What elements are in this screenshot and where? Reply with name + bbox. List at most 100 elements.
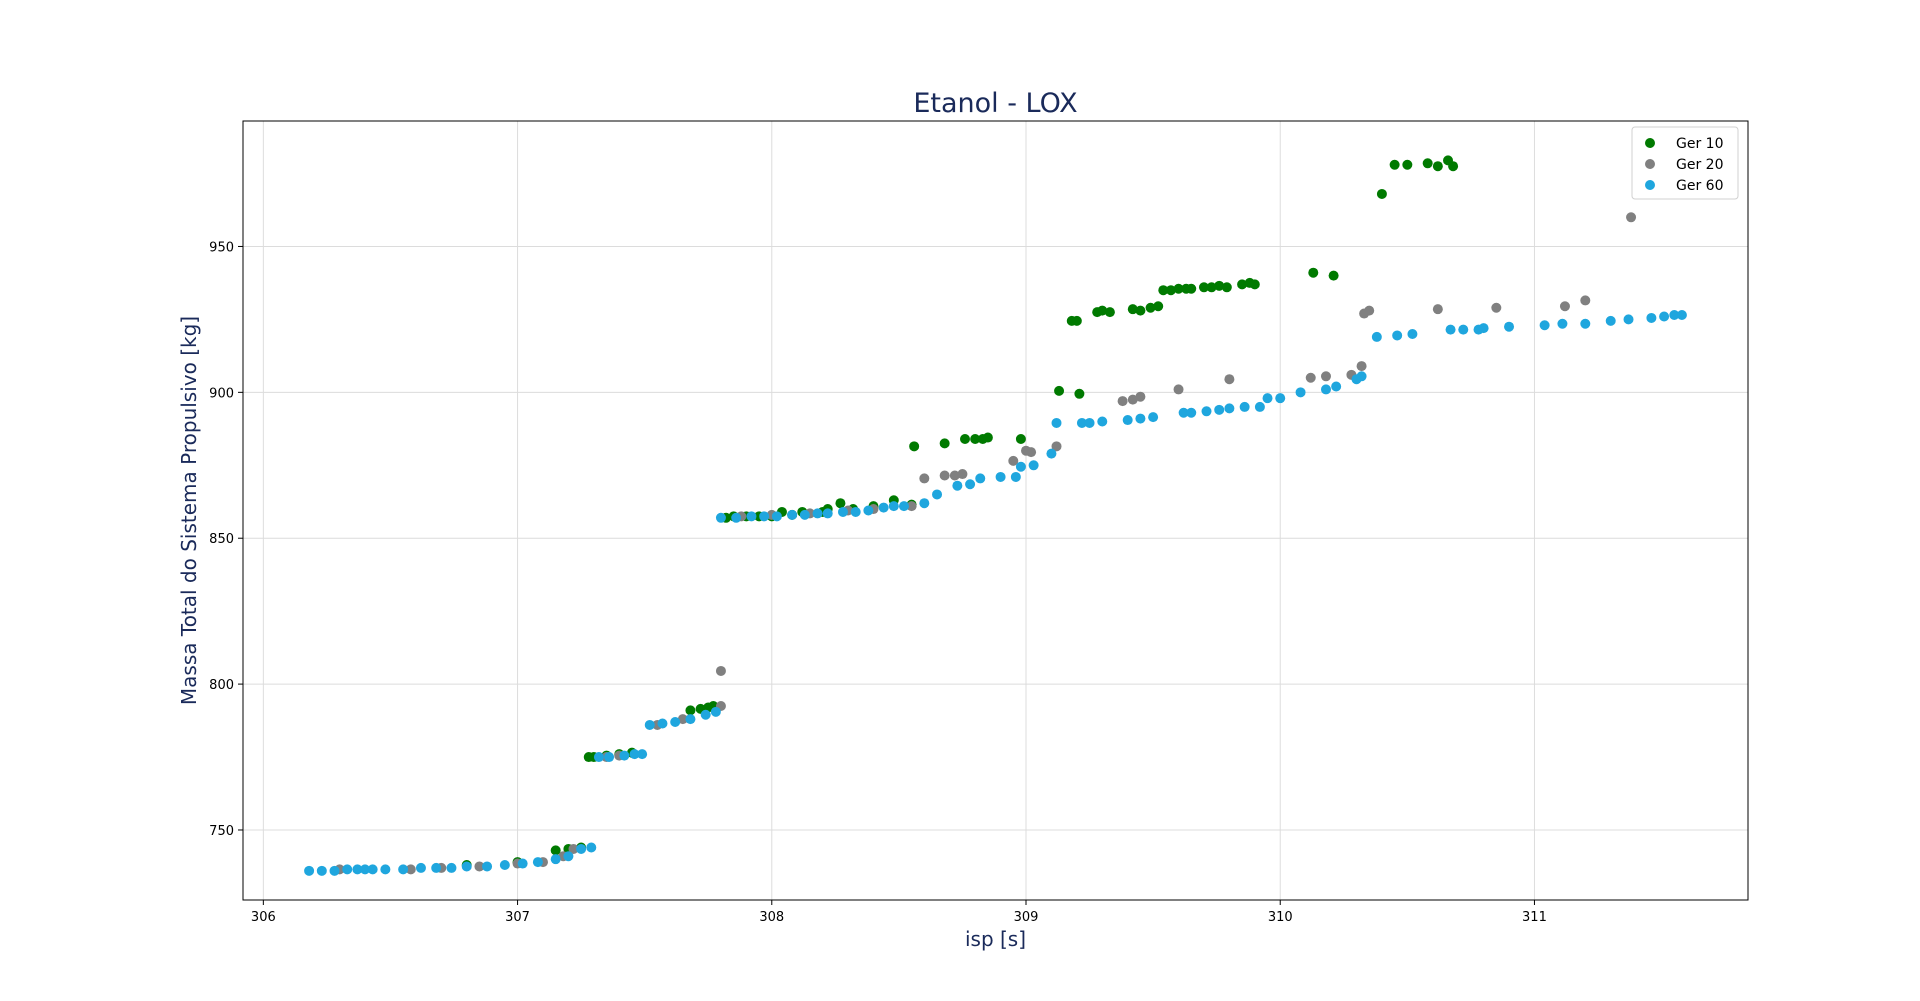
data-point	[1127, 394, 1138, 405]
data-point	[415, 862, 426, 873]
data-point	[1580, 295, 1591, 306]
grid-lines	[243, 121, 1748, 900]
y-tick-label: 950	[209, 240, 234, 255]
data-point	[677, 714, 688, 725]
legend-label: Ger 60	[1676, 178, 1723, 194]
data-point	[1320, 384, 1331, 395]
data-point	[550, 845, 561, 856]
data-point	[1580, 318, 1591, 329]
data-point	[1237, 279, 1248, 290]
data-point	[919, 473, 930, 484]
data-point	[629, 749, 640, 760]
data-point	[1275, 393, 1286, 404]
y-tick-label: 750	[209, 824, 234, 839]
data-point	[1178, 407, 1189, 418]
data-point	[1153, 301, 1164, 312]
data-point	[593, 752, 604, 763]
data-point	[1539, 320, 1550, 331]
data-point	[1051, 417, 1062, 428]
legend: Ger 10 Ger 20 Ger 60	[1631, 126, 1739, 200]
data-point	[367, 864, 378, 875]
data-point	[1097, 305, 1108, 316]
data-point	[1491, 302, 1502, 313]
data-point	[685, 714, 696, 725]
data-point	[1104, 307, 1115, 318]
data-point	[1249, 279, 1260, 290]
data-point	[888, 501, 899, 512]
data-point	[731, 512, 742, 523]
data-point	[360, 864, 371, 875]
data-point	[1165, 285, 1176, 296]
data-point	[1214, 280, 1225, 291]
data-point	[1054, 385, 1065, 396]
data-point	[316, 865, 327, 876]
data-point	[431, 862, 442, 873]
data-point	[685, 705, 696, 716]
data-point	[1422, 158, 1433, 169]
data-point	[939, 438, 950, 449]
data-points	[304, 155, 1687, 876]
data-point	[1432, 304, 1443, 315]
data-point	[1320, 371, 1331, 382]
series-2	[334, 212, 1637, 875]
data-point	[863, 505, 874, 516]
data-point	[1605, 315, 1616, 326]
data-point	[1389, 159, 1400, 170]
y-tick-label: 900	[209, 386, 234, 401]
data-point	[1448, 161, 1459, 172]
data-point	[474, 861, 485, 872]
data-point	[586, 842, 597, 853]
data-point	[482, 861, 493, 872]
data-point	[1328, 270, 1339, 281]
x-tick-label: 308	[759, 910, 784, 925]
data-point	[822, 508, 833, 519]
data-point	[837, 506, 848, 517]
data-point	[909, 441, 920, 452]
data-point	[812, 508, 823, 519]
x-axis-label: isp [s]	[965, 927, 1026, 951]
data-point	[1135, 413, 1146, 424]
data-point	[1331, 381, 1342, 392]
data-point	[970, 434, 981, 445]
data-point	[1224, 374, 1235, 385]
series-1	[461, 155, 1459, 870]
data-point	[771, 511, 782, 522]
data-point	[759, 511, 770, 522]
data-point	[959, 434, 970, 445]
data-point	[1097, 416, 1108, 427]
data-point	[965, 479, 976, 490]
data-point	[1239, 401, 1250, 412]
data-point	[906, 501, 917, 512]
data-point	[995, 471, 1006, 482]
data-point	[563, 851, 574, 862]
data-point	[1445, 324, 1456, 335]
data-point	[919, 498, 930, 509]
data-point	[398, 864, 409, 875]
data-point	[1051, 441, 1062, 452]
data-point	[939, 470, 950, 481]
data-point	[1026, 447, 1037, 458]
data-point	[700, 709, 711, 720]
data-point	[1669, 310, 1680, 321]
data-point	[637, 749, 648, 760]
chart-title: Etanol - LOX	[913, 88, 1077, 119]
data-point	[1122, 415, 1133, 426]
x-tick-label: 310	[1268, 910, 1293, 925]
data-point	[1392, 330, 1403, 341]
data-point	[1458, 324, 1469, 335]
legend-marker	[1645, 180, 1655, 190]
data-point	[1010, 471, 1021, 482]
data-point	[644, 719, 655, 730]
data-point	[1356, 371, 1367, 382]
data-point	[1376, 188, 1387, 199]
legend-label: Ger 20	[1676, 157, 1723, 173]
legend-label: Ger 10	[1676, 136, 1723, 152]
data-point	[380, 864, 391, 875]
data-point	[1206, 282, 1217, 293]
data-point	[1008, 455, 1019, 466]
data-point	[1221, 282, 1232, 293]
data-point	[604, 752, 615, 763]
data-point	[405, 864, 416, 875]
data-point	[1308, 267, 1319, 278]
data-point	[657, 718, 668, 729]
